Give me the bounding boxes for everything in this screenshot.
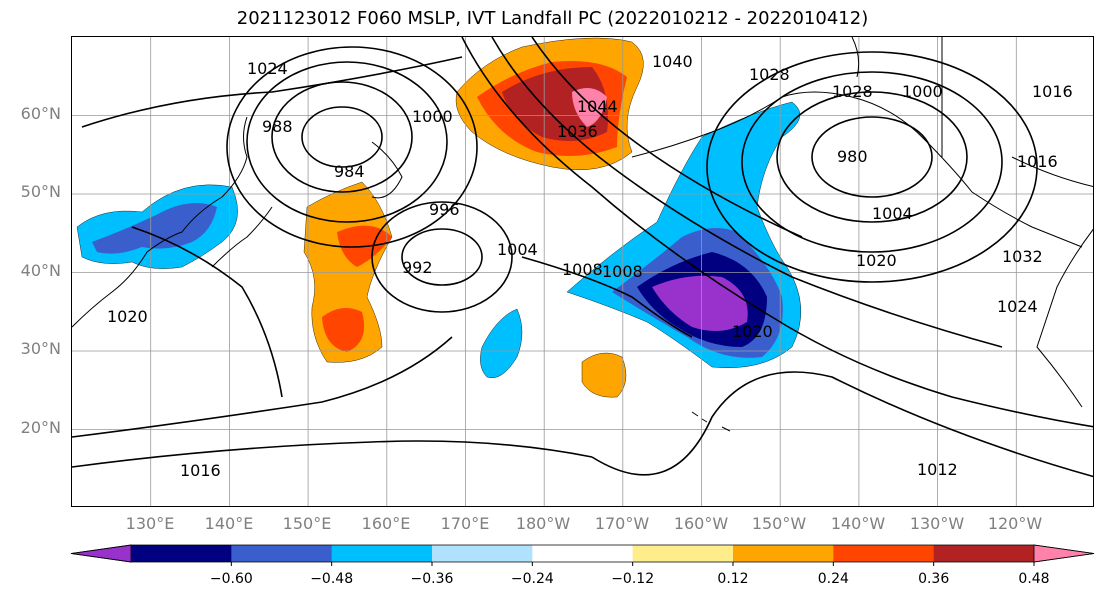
contour-label: 984 <box>334 162 365 181</box>
lon-label: 180°W <box>515 514 571 533</box>
contour-label: 1004 <box>497 240 538 259</box>
contour-label: 1024 <box>247 59 288 78</box>
ivt-region-north-darkred <box>502 67 608 141</box>
contour-label: 1020 <box>856 251 897 270</box>
colorbar-tick-label: 0.24 <box>817 571 849 587</box>
lon-label: 130°W <box>909 514 965 533</box>
colorbar-extend-high <box>1033 544 1095 563</box>
lat-label: 40°N <box>20 261 61 280</box>
ivt-region-central-purple <box>652 275 748 331</box>
lon-label: 160°E <box>361 514 411 533</box>
contour-label: 1044 <box>577 97 618 116</box>
contour-label: 1012 <box>917 460 958 479</box>
ivt-region-north-pink <box>572 88 607 127</box>
contour-label: 996 <box>429 200 460 219</box>
colorbar-segment <box>231 545 333 562</box>
colorbar-outline <box>70 544 1095 563</box>
contour-label: 1008 <box>562 260 603 279</box>
lon-label: 140°W <box>830 514 886 533</box>
colorbar-segment <box>933 545 1035 562</box>
colorbar-tick-label: −0.60 <box>209 571 253 587</box>
colorbar-tick-label: −0.48 <box>310 571 354 587</box>
colorbar-segment <box>432 545 533 562</box>
contour-label: 1000 <box>412 107 453 126</box>
colorbar-tick-label: 0.36 <box>918 571 950 587</box>
colorbar-segment <box>833 545 935 562</box>
colorbar-segment <box>632 545 734 562</box>
lat-label: 20°N <box>20 418 61 437</box>
contour-label: 1016 <box>1032 82 1073 101</box>
lon-label: 150°W <box>751 514 807 533</box>
colorbar-tick-label: −0.24 <box>510 571 554 587</box>
lat-label: 30°N <box>20 339 61 358</box>
lon-label: 170°W <box>594 514 650 533</box>
contour-label: 1028 <box>832 82 873 101</box>
colorbar-segment <box>733 545 834 562</box>
ivt-region-japan-medblue <box>92 203 217 254</box>
colorbar-tick-label: −0.12 <box>611 571 655 587</box>
lon-label: 170°E <box>440 514 490 533</box>
colorbar-segment <box>131 545 232 562</box>
colorbar-tick-label: 0.48 <box>1018 571 1050 587</box>
lat-label: 60°N <box>20 104 61 123</box>
contour-label: 1016 <box>180 461 221 480</box>
ivt-region-small-blue <box>480 308 523 378</box>
contour-label: 1040 <box>652 52 693 71</box>
colorbar-segment <box>331 545 433 562</box>
contour-label: 988 <box>262 117 293 136</box>
contour-label: 1024 <box>997 297 1038 316</box>
contour-label: 1000 <box>902 82 943 101</box>
contour-label: 1008 <box>602 262 643 281</box>
ivt-region-small-orange <box>581 352 627 398</box>
colorbar-tick-label: 0.12 <box>717 571 749 587</box>
contour-label: 1004 <box>872 204 913 223</box>
contour-label: 1032 <box>1002 247 1043 266</box>
lon-label: 160°W <box>673 514 729 533</box>
contour-label: 1036 <box>557 122 598 141</box>
colorbar-tick-label: −0.36 <box>410 571 454 587</box>
contour-label: 992 <box>402 258 433 277</box>
chart-title: 2021123012 F060 MSLP, IVT Landfall PC (2… <box>236 8 869 29</box>
contour-label: 1020 <box>107 307 148 326</box>
ivt-region-west-red-2 <box>322 308 365 352</box>
contour-label: 980 <box>837 147 868 166</box>
contour-label: 1016 <box>1017 152 1058 171</box>
lon-label: 120°W <box>987 514 1043 533</box>
mslp-contours <box>72 37 1093 478</box>
lon-label: 150°E <box>282 514 332 533</box>
lon-label: 130°E <box>125 514 175 533</box>
colorbar-extend-low <box>70 544 132 563</box>
map-panel: 1024 1028 988 1020 1016 984 996 992 1004… <box>71 36 1094 507</box>
colorbar <box>70 544 1095 566</box>
contour-labels: 1024 1028 988 1020 1016 984 996 992 1004… <box>107 52 1073 480</box>
lon-label: 140°E <box>204 514 254 533</box>
colorbar-segment <box>532 545 634 562</box>
contour-label: 1020 <box>732 322 773 341</box>
lat-label: 50°N <box>20 182 61 201</box>
map-svg: 1024 1028 988 1020 1016 984 996 992 1004… <box>72 37 1093 506</box>
contour-label: 1028 <box>749 65 790 84</box>
